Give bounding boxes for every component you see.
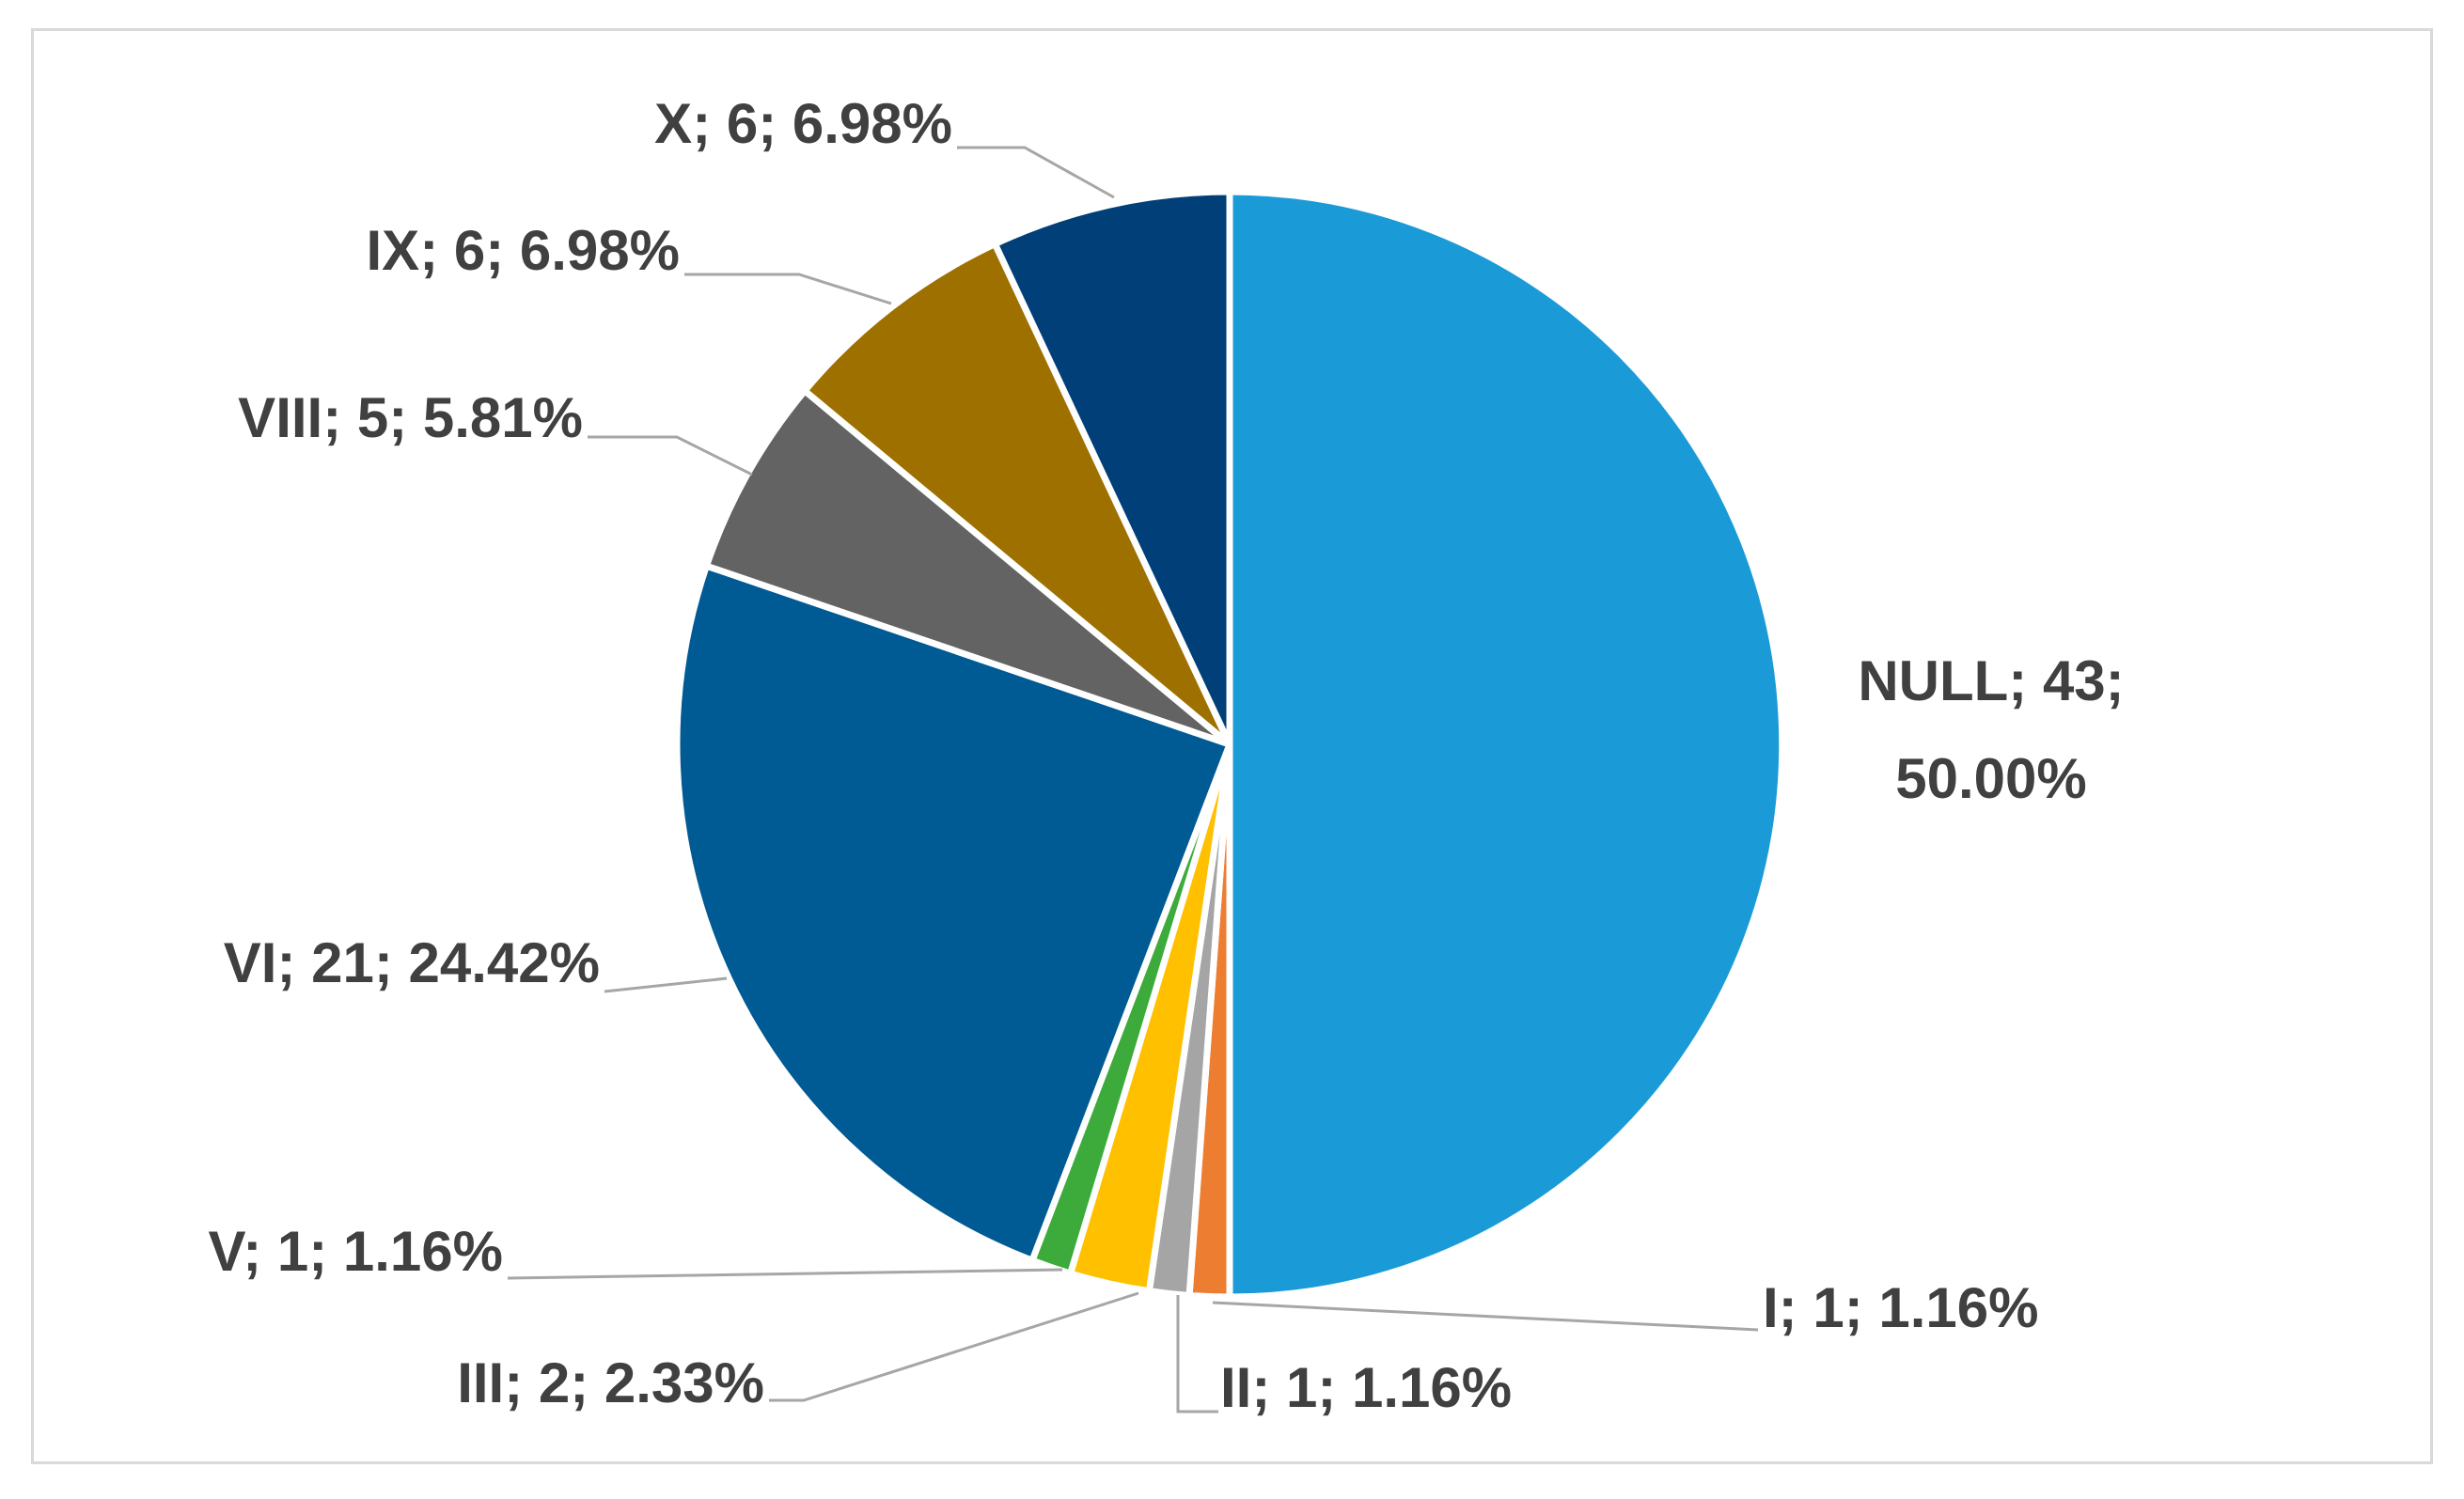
data-label-x: X; 6; 6.98% — [654, 92, 952, 155]
leader-line-iii — [769, 1291, 1139, 1402]
leader-line-ix — [684, 273, 892, 305]
data-labels: NULL; 43; 50.00% I; 1; 1.16% II; 1; 1.16% II… — [208, 92, 2124, 1419]
leader-line-viii — [588, 435, 753, 476]
pie-slice-x — [991, 188, 1233, 748]
data-label-viii: VIII; 5; 5.81% — [238, 386, 583, 449]
data-label-ix: IX; 6; 6.98% — [367, 219, 681, 282]
pie-slice-vi — [673, 562, 1233, 1264]
data-label-iii: III; 2; 2.33% — [457, 1351, 764, 1414]
data-label-vi: VI; 21; 24.42% — [224, 931, 600, 994]
data-label-v: V; 1; 1.16% — [208, 1220, 503, 1283]
data-label-i: I; 1; 1.16% — [1763, 1276, 2038, 1339]
leader-line-i — [1212, 1301, 1759, 1332]
leader-line-ii — [1176, 1295, 1218, 1413]
leader-line-x — [957, 146, 1115, 199]
leader-lines — [507, 146, 1759, 1413]
leader-line-v — [507, 1268, 1063, 1280]
leader-line-vi — [604, 976, 728, 993]
pie-slices — [673, 188, 1786, 1301]
pie-slice-ix — [801, 241, 1233, 748]
data-label-null: NULL; 43; 50.00% — [1858, 649, 2124, 810]
data-label-ii: II; 1; 1.16% — [1220, 1356, 1512, 1419]
pie-slice-null — [1226, 188, 1786, 1301]
